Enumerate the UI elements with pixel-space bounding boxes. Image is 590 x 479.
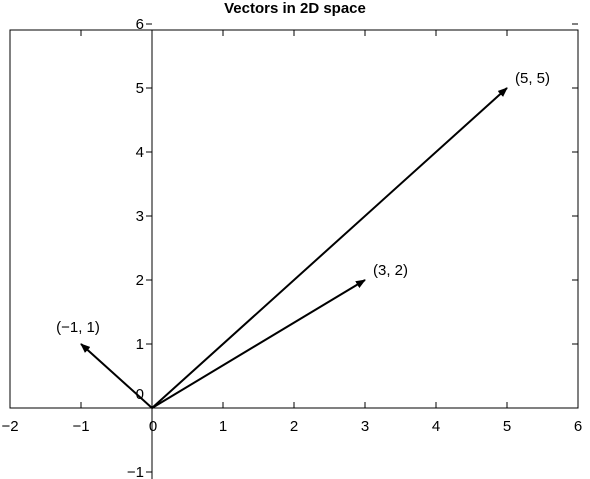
y-tick-label: 0 xyxy=(136,386,144,403)
tick-marks xyxy=(9,23,579,473)
vector-label: (5, 5) xyxy=(515,70,550,87)
plot-frame xyxy=(9,29,579,409)
x-tick-label: 5 xyxy=(503,418,511,435)
y-tick-label: 3 xyxy=(136,208,144,225)
vector-arrow xyxy=(80,343,153,409)
x-tick-label: −1 xyxy=(72,418,89,435)
x-tick-label: 2 xyxy=(290,418,298,435)
vectors: (5, 5) (3, 2) (−1, 1) xyxy=(56,70,550,409)
vector-arrow xyxy=(151,279,366,409)
y-tick-label: 1 xyxy=(136,336,144,353)
x-tick-label: 6 xyxy=(574,418,582,435)
x-tick-label: 0 xyxy=(149,418,157,435)
x-tick-label: 3 xyxy=(361,418,369,435)
x-tick-label: 4 xyxy=(432,418,440,435)
y-tick-label: 6 xyxy=(136,16,144,33)
y-tick-label: −1 xyxy=(127,464,144,479)
tick-labels: −2 −1 0 1 2 3 4 5 6 −1 0 1 2 3 4 5 6 xyxy=(1,16,582,479)
y-tick-label: 5 xyxy=(136,80,144,97)
vector-label: (−1, 1) xyxy=(56,319,100,336)
x-tick-label: 1 xyxy=(219,418,227,435)
vector-arrow xyxy=(151,87,508,409)
y-tick-label: 4 xyxy=(136,144,144,161)
vector-label: (3, 2) xyxy=(373,262,408,279)
chart-title: Vectors in 2D space xyxy=(224,0,366,17)
x-tick-label: −2 xyxy=(1,418,18,435)
y-tick-label: 2 xyxy=(136,272,144,289)
